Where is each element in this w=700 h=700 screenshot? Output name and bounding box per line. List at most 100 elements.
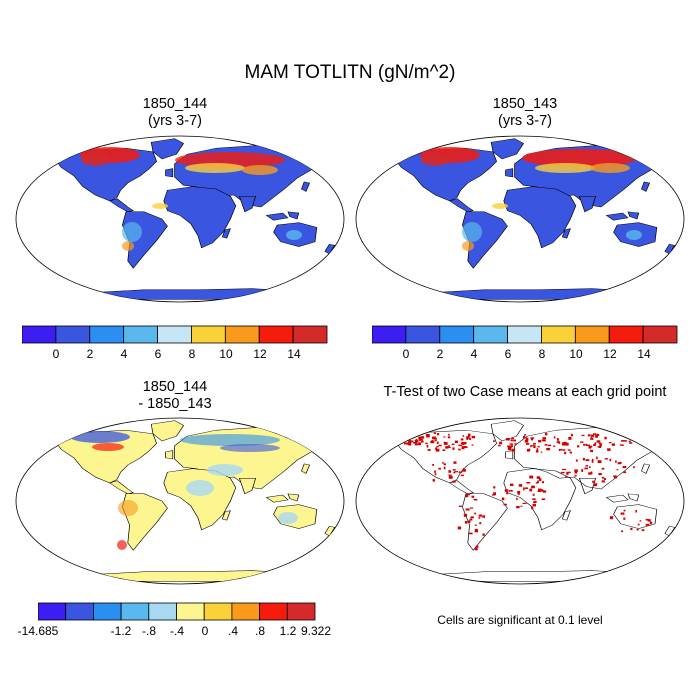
significant-cell: [538, 478, 542, 481]
colorbar-box: [55, 325, 91, 344]
significant-cell: [406, 437, 410, 440]
significant-cell: [475, 545, 479, 548]
significant-cell: [419, 438, 421, 441]
colorbar-box: [439, 325, 475, 344]
colorbar-case1-label: 0: [52, 347, 60, 361]
significant-cell: [607, 448, 611, 451]
significant-cell: [418, 442, 422, 446]
colorbar-box: [120, 602, 150, 621]
significant-cell: [510, 483, 514, 486]
colorbar-box: [176, 602, 205, 621]
significant-cell: [520, 505, 523, 507]
significant-cell: [574, 475, 577, 477]
colorbar-box: [65, 602, 94, 621]
significant-cell: [531, 485, 535, 489]
colorbar-case1-label: 8: [188, 347, 196, 361]
significant-cell: [547, 444, 552, 447]
significant-cell: [466, 436, 470, 439]
significance-note: Cells are significant at 0.1 level: [437, 613, 603, 627]
colorbar-box: [642, 325, 678, 344]
colorbar-box: [286, 602, 316, 621]
significant-cell: [506, 492, 509, 495]
significant-cell: [593, 433, 597, 435]
significant-cell: [619, 444, 624, 446]
significant-cell: [419, 436, 422, 440]
significant-cell: [460, 438, 464, 441]
significant-cell: [561, 442, 566, 446]
significant-cell: [542, 437, 546, 439]
significant-cell: [636, 529, 639, 531]
significant-cell: [566, 471, 569, 475]
significant-cell: [637, 523, 640, 526]
significant-cell: [468, 438, 472, 440]
significant-cell: [611, 443, 615, 446]
significant-cell: [596, 440, 601, 443]
significant-cell: [466, 493, 470, 496]
significant-cell: [470, 516, 474, 519]
significant-cell: [569, 451, 572, 454]
significant-cell: [434, 439, 437, 442]
significant-cell: [453, 461, 457, 464]
significant-cell: [466, 438, 468, 441]
significant-cell: [442, 449, 446, 451]
significant-cell: [558, 441, 561, 444]
significant-cell: [530, 445, 534, 447]
significant-cell: [562, 449, 566, 451]
significant-cell: [604, 478, 606, 480]
significant-cell: [514, 443, 517, 445]
significant-cell: [529, 488, 533, 492]
colorbar-diff-label: 1.2: [279, 624, 297, 638]
significant-cell: [535, 450, 539, 453]
colorbar-diff-label: 0: [201, 624, 209, 638]
colorbar-case2-label: 0: [402, 347, 410, 361]
colorbar-box: [259, 602, 288, 621]
significant-cell: [443, 441, 446, 443]
significant-cell: [596, 456, 598, 460]
panel-title-case2-line1: 1850_143: [492, 96, 558, 112]
significant-cell: [579, 441, 584, 443]
significant-cell: [574, 470, 578, 474]
significant-cell: [523, 487, 525, 491]
significant-cell: [533, 445, 536, 449]
colorbar-box: [541, 325, 576, 344]
significant-cell: [436, 445, 439, 448]
colorbar-box: [22, 325, 57, 344]
significant-cell: [560, 471, 565, 474]
colorbar-case2: [372, 325, 678, 344]
significant-cell: [460, 442, 463, 444]
significant-cell: [522, 502, 527, 504]
map-panel-ttest: [355, 417, 685, 585]
panel-title-ttest-line1: T-Test of two Case means at each grid po…: [383, 384, 667, 400]
colorbar-box: [148, 602, 177, 621]
figure-title: MAM TOTLITN (gN/m^2): [244, 62, 456, 83]
significant-cell: [452, 447, 455, 450]
colorbar-case1-label: 12: [253, 347, 267, 361]
significant-cell: [639, 520, 642, 522]
significant-cell: [585, 459, 590, 461]
significant-cell: [518, 484, 523, 487]
significant-cell: [609, 458, 612, 462]
significant-cell: [448, 446, 451, 449]
significant-cell: [458, 505, 462, 507]
significant-cell: [647, 519, 651, 522]
significant-cell: [426, 434, 430, 438]
significant-cell: [465, 495, 469, 498]
significant-cell: [525, 437, 529, 441]
significant-cell: [530, 437, 535, 439]
significant-cell: [454, 440, 459, 444]
significant-cell: [537, 445, 540, 448]
significant-cell: [541, 498, 546, 500]
significant-cell: [493, 486, 496, 489]
colorbar-diff-label: -.4: [169, 624, 185, 638]
significant-cell: [524, 434, 527, 436]
significant-cell: [448, 474, 452, 476]
significant-cell: [570, 433, 573, 437]
significant-cell: [509, 490, 513, 492]
significant-cell: [493, 492, 496, 496]
significant-cell: [629, 442, 633, 444]
colorbar-case1-label: 2: [86, 347, 94, 361]
significant-cell: [436, 449, 438, 452]
significant-cell: [536, 476, 541, 479]
significant-cell: [532, 498, 536, 501]
significant-cell: [442, 462, 445, 464]
